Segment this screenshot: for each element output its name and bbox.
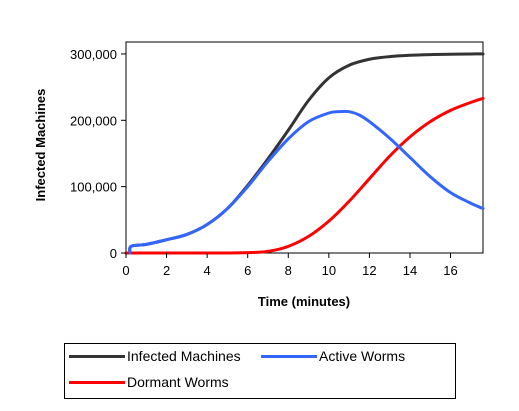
x-tick-label: 12 xyxy=(362,263,376,278)
legend-swatch-dormant-worms xyxy=(69,380,125,384)
x-tick-label: 6 xyxy=(244,263,251,278)
series-line-dormant-worms xyxy=(124,96,485,255)
x-axis: 0 2 4 6 8 10 12 14 16 xyxy=(122,253,458,278)
y-tick-label: 0 xyxy=(110,246,117,261)
series-line-infected-machines xyxy=(128,52,485,255)
x-tick-label: 16 xyxy=(443,263,457,278)
x-tick-label: 2 xyxy=(163,263,170,278)
plot-border xyxy=(125,41,484,254)
y-tick-label: 200,000 xyxy=(70,113,117,128)
x-tick-label: 14 xyxy=(403,263,417,278)
legend-swatch-active-worms xyxy=(261,354,317,358)
legend-label: Dormant Worms xyxy=(127,374,229,390)
legend-item-infected-machines: Infected Machines xyxy=(69,348,241,364)
x-axis-title: Time (minutes) xyxy=(258,294,350,309)
series-layer xyxy=(124,52,485,255)
chart: 0 100,000 200,000 300,000 0 2 4 6 8 10 12 14 16 Tim… xyxy=(33,41,485,309)
legend: Infected Machines Active Worms Dormant W… xyxy=(64,343,456,399)
x-tick-label: 4 xyxy=(204,263,211,278)
legend-item-active-worms: Active Worms xyxy=(261,348,405,364)
y-axis: 0 100,000 200,000 300,000 xyxy=(70,47,126,261)
y-tick-label: 300,000 xyxy=(70,47,117,62)
y-axis-title: Infected Machines xyxy=(33,89,48,202)
legend-item-dormant-worms: Dormant Worms xyxy=(69,374,229,390)
y-tick-label: 100,000 xyxy=(70,180,117,195)
legend-label: Infected Machines xyxy=(127,348,241,364)
x-tick-label: 10 xyxy=(322,263,336,278)
legend-swatch-infected-machines xyxy=(69,354,125,358)
series-line-active-worms xyxy=(128,109,485,255)
legend-label: Active Worms xyxy=(319,348,406,364)
plot-area xyxy=(125,41,484,254)
x-tick-label: 0 xyxy=(122,263,129,278)
x-tick-label: 8 xyxy=(285,263,292,278)
